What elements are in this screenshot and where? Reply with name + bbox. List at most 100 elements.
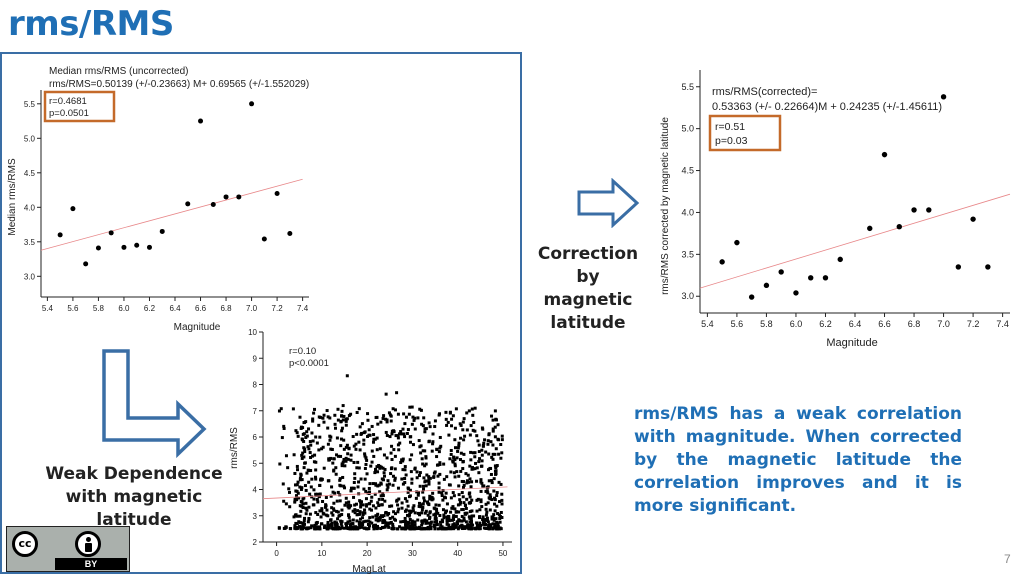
c3-data-point bbox=[467, 409, 471, 413]
c3-data-point bbox=[396, 436, 400, 440]
c3-data-point bbox=[478, 457, 482, 461]
c1-data-point bbox=[210, 202, 216, 208]
c3-data-point bbox=[391, 522, 395, 526]
c3-data-point bbox=[456, 503, 460, 507]
c3-data-point bbox=[419, 408, 423, 412]
c3-data-point bbox=[287, 490, 291, 494]
c3-data-point bbox=[417, 504, 421, 508]
c3-data-point bbox=[328, 416, 332, 420]
c3-data-point bbox=[438, 526, 442, 530]
c3-y-tick-label: 6 bbox=[253, 433, 258, 442]
c3-data-point bbox=[370, 521, 374, 525]
c3-data-point bbox=[372, 437, 376, 441]
c3-data-point bbox=[326, 415, 330, 419]
c3-data-point bbox=[444, 417, 448, 421]
c3-y-tick-label: 4 bbox=[253, 486, 258, 495]
chart1-stats-box bbox=[43, 90, 116, 123]
c3-data-point bbox=[442, 513, 446, 517]
c3-data-point bbox=[409, 435, 413, 439]
c2-data-point bbox=[867, 225, 873, 232]
c3-data-point bbox=[388, 516, 392, 520]
c3-data-point bbox=[326, 520, 330, 524]
c3-data-point bbox=[300, 456, 304, 460]
c3-data-point bbox=[278, 462, 282, 466]
c3-data-point bbox=[401, 457, 405, 461]
c3-data-point bbox=[406, 526, 410, 530]
c3-data-point bbox=[409, 470, 413, 474]
c3-data-point bbox=[424, 509, 428, 513]
c3-data-point bbox=[318, 435, 322, 439]
c3-data-point bbox=[284, 454, 288, 458]
c3-data-point bbox=[314, 522, 318, 526]
c3-data-point bbox=[422, 484, 426, 488]
c3-data-point bbox=[438, 472, 442, 476]
c3-data-point bbox=[362, 438, 366, 442]
c3-data-point bbox=[318, 415, 322, 419]
c1-data-point bbox=[83, 261, 89, 267]
c3-data-point bbox=[456, 522, 460, 526]
chart1-stat-r: r=0.4681 bbox=[49, 96, 87, 107]
c3-data-point bbox=[420, 511, 424, 515]
c3-data-point bbox=[431, 440, 435, 444]
c3-data-point bbox=[373, 471, 377, 475]
c3-data-point bbox=[364, 489, 368, 493]
c3-data-point bbox=[403, 435, 407, 439]
c3-data-point bbox=[432, 513, 436, 517]
c3-data-point bbox=[301, 521, 305, 525]
c1-y-tick-label: 5.5 bbox=[24, 100, 36, 109]
c3-data-point bbox=[338, 499, 342, 503]
c3-data-point bbox=[400, 432, 404, 436]
c3-data-point bbox=[400, 506, 404, 510]
c3-data-point bbox=[410, 521, 414, 525]
c2-x-tick-label: 5.4 bbox=[701, 319, 714, 329]
c3-data-point bbox=[390, 526, 394, 530]
c3-data-point bbox=[357, 466, 361, 470]
c3-data-point bbox=[298, 521, 302, 525]
cc-license-badge[interactable]: cc BY bbox=[6, 526, 130, 572]
c3-data-point bbox=[354, 525, 358, 529]
c3-data-point bbox=[381, 492, 385, 496]
c3-data-point bbox=[342, 438, 346, 442]
c2-data-point bbox=[911, 207, 917, 213]
c3-data-point bbox=[405, 431, 409, 435]
c3-data-point bbox=[453, 462, 457, 466]
c3-data-point bbox=[299, 425, 303, 429]
c3-data-point bbox=[489, 440, 493, 444]
c3-data-point bbox=[374, 468, 378, 472]
c3-data-point bbox=[345, 443, 349, 447]
c3-data-point bbox=[363, 508, 367, 512]
c3-data-point bbox=[366, 522, 370, 526]
c3-data-point bbox=[414, 527, 418, 531]
c3-data-point bbox=[421, 519, 425, 523]
c3-data-point bbox=[469, 516, 473, 520]
c3-data-point bbox=[431, 491, 435, 495]
c3-data-point bbox=[463, 511, 467, 515]
c3-data-point bbox=[326, 426, 330, 430]
c3-data-point bbox=[396, 443, 400, 447]
c3-data-point bbox=[294, 494, 298, 498]
c3-data-point bbox=[315, 498, 319, 502]
c3-data-point bbox=[359, 502, 363, 506]
c3-data-point bbox=[423, 430, 427, 434]
c3-data-point bbox=[453, 464, 457, 468]
c3-y-tick-label: 10 bbox=[248, 328, 257, 337]
c3-data-point bbox=[437, 450, 441, 454]
c3-data-point bbox=[438, 514, 442, 518]
c3-data-point bbox=[339, 454, 343, 458]
c3-data-point bbox=[486, 439, 490, 443]
c3-data-point bbox=[424, 527, 428, 531]
c3-data-point bbox=[325, 409, 329, 413]
c3-data-point bbox=[478, 508, 482, 512]
c2-data-point bbox=[763, 282, 770, 289]
c3-data-point bbox=[458, 519, 462, 523]
c3-data-point bbox=[317, 495, 321, 499]
c1-regression-line bbox=[40, 178, 303, 251]
c3-data-point bbox=[473, 455, 477, 459]
c3-data-point bbox=[301, 505, 305, 509]
c3-data-point bbox=[332, 457, 336, 461]
c3-data-point bbox=[466, 473, 470, 477]
c3-data-point bbox=[359, 505, 363, 509]
c3-data-point bbox=[304, 488, 308, 492]
c3-data-point bbox=[413, 427, 417, 431]
c3-data-point bbox=[354, 447, 358, 451]
